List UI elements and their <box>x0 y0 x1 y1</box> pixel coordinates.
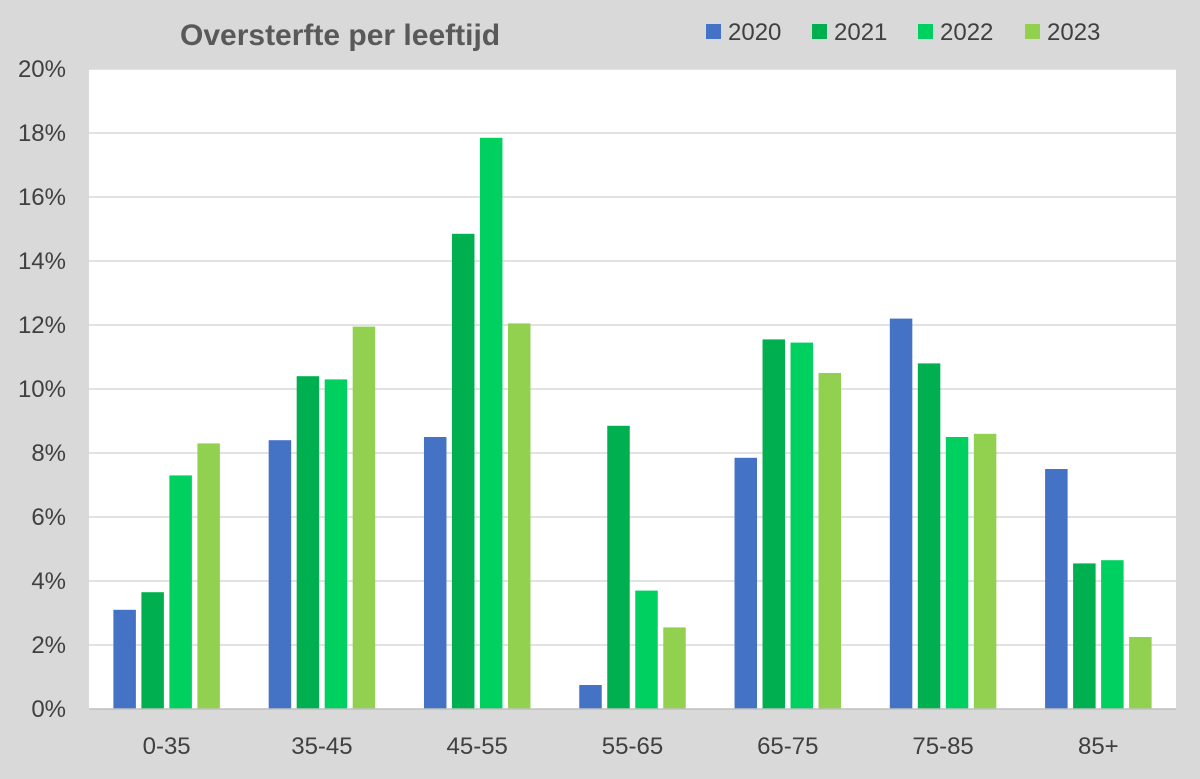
bar-2023-0-35 <box>197 443 220 709</box>
y-tick-label: 4% <box>31 568 66 595</box>
bar-2020-0-35 <box>113 609 136 709</box>
y-tick-label: 8% <box>31 440 66 467</box>
bar-2020-45-55 <box>423 437 447 709</box>
x-tick-label: 65-75 <box>757 733 818 760</box>
bar-2021-85+ <box>1073 563 1096 709</box>
legend-swatch-2020 <box>706 24 721 39</box>
legend-label-2020: 2020 <box>728 19 781 46</box>
bar-2020-75-85 <box>889 318 913 709</box>
bar-2020-55-65 <box>579 685 602 709</box>
bar-2022-65-75 <box>790 342 814 709</box>
bar-2020-65-75 <box>734 457 758 709</box>
legend-label-2023: 2023 <box>1047 19 1100 46</box>
legend-label-2022: 2022 <box>940 19 993 46</box>
y-tick-label: 20% <box>18 56 66 83</box>
y-tick-label: 14% <box>18 248 66 275</box>
x-tick-label: 75-85 <box>912 733 973 760</box>
y-tick-label: 12% <box>18 312 66 339</box>
x-tick-label: 0-35 <box>143 733 191 760</box>
legend-label-2021: 2021 <box>834 19 887 46</box>
legend-swatch-2022 <box>918 24 933 39</box>
x-tick-label: 45-55 <box>447 733 508 760</box>
y-tick-label: 6% <box>31 504 66 531</box>
bar-2022-85+ <box>1101 560 1124 709</box>
bar-2021-65-75 <box>762 339 786 709</box>
chart-title: Oversterfte per leeftijd <box>180 19 500 52</box>
bar-2023-35-45 <box>352 326 376 709</box>
bars <box>113 137 1152 710</box>
x-tick-label: 85+ <box>1078 733 1119 760</box>
bar-2023-65-75 <box>818 373 842 709</box>
bar-2022-45-55 <box>479 137 503 710</box>
bar-2022-35-45 <box>324 379 348 709</box>
bar-2022-55-65 <box>635 590 658 709</box>
bar-2020-85+ <box>1045 469 1068 709</box>
y-tick-label: 2% <box>31 632 66 659</box>
bar-2021-75-85 <box>917 363 941 709</box>
y-axis-ticks: 0% 2% 4% 6% 8% 10% 12% 14% 16% 18% 20% <box>18 56 66 723</box>
legend-swatch-2021 <box>812 24 827 39</box>
legend: 2020 2021 2022 2023 <box>706 19 1100 46</box>
bar-2022-75-85 <box>945 437 969 709</box>
bar-2023-75-85 <box>973 433 997 709</box>
x-tick-label: 55-65 <box>602 733 663 760</box>
bar-2020-35-45 <box>268 440 292 709</box>
bar-2023-45-55 <box>507 323 531 709</box>
bar-2023-85+ <box>1129 637 1152 709</box>
x-axis-ticks: 0-35 35-45 45-55 55-65 65-75 75-85 85+ <box>143 733 1119 760</box>
bar-2023-55-65 <box>663 627 686 709</box>
bar-2021-35-45 <box>296 376 320 709</box>
x-tick-label: 35-45 <box>291 733 352 760</box>
bar-2021-45-55 <box>451 233 475 710</box>
y-tick-label: 18% <box>18 120 66 147</box>
y-tick-label: 16% <box>18 184 66 211</box>
bar-2022-0-35 <box>169 475 192 709</box>
bar-2021-0-35 <box>141 592 164 709</box>
legend-swatch-2023 <box>1025 24 1040 39</box>
y-tick-label: 10% <box>18 376 66 403</box>
y-tick-label: 0% <box>31 696 66 723</box>
bar-2021-55-65 <box>607 425 630 709</box>
